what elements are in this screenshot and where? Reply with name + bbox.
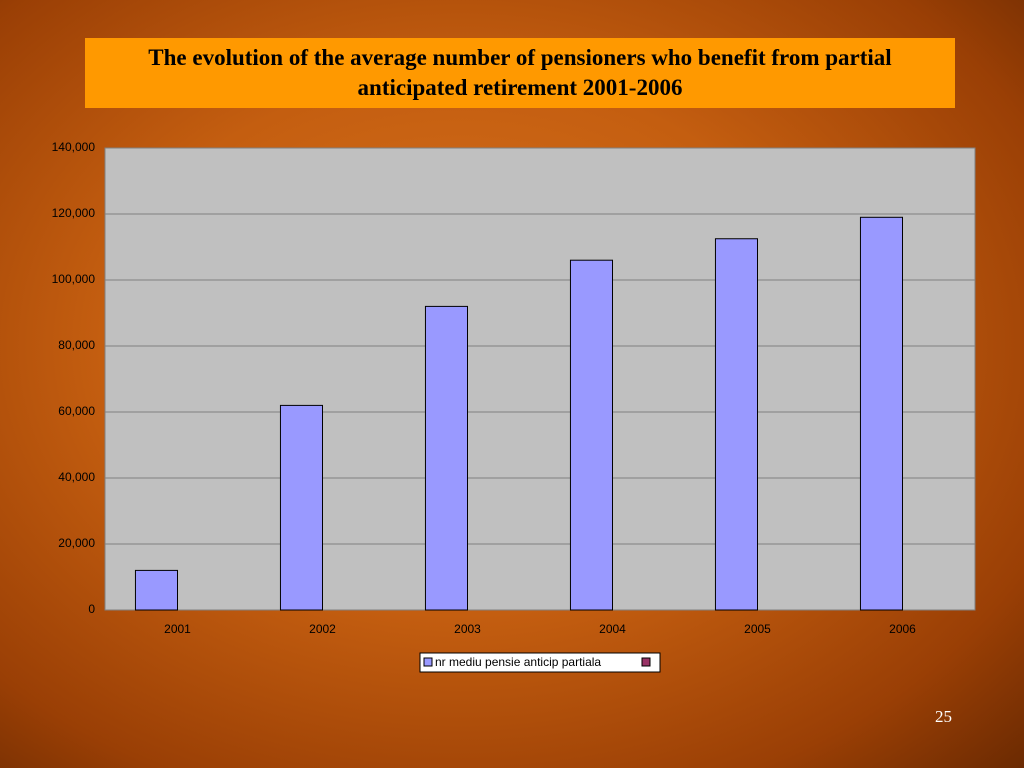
bar xyxy=(424,305,469,611)
bar xyxy=(279,404,324,611)
bar xyxy=(569,259,614,611)
x-tick-label: 2004 xyxy=(599,622,626,636)
page-number: 25 xyxy=(935,707,952,726)
y-tick-label: 140,000 xyxy=(52,140,96,154)
y-tick-label: 20,000 xyxy=(58,536,95,550)
x-tick-label: 2003 xyxy=(454,622,481,636)
y-tick-label: 100,000 xyxy=(52,272,96,286)
y-tick-label: 80,000 xyxy=(58,338,95,352)
x-tick-label: 2006 xyxy=(889,622,916,636)
bar xyxy=(134,569,178,611)
legend-swatch-empty xyxy=(641,657,651,667)
bar xyxy=(859,216,904,611)
plot-area xyxy=(104,147,976,611)
chart-title: The evolution of the average number of p… xyxy=(85,38,955,108)
bar xyxy=(714,238,759,611)
x-tick-label: 2001 xyxy=(164,622,191,636)
x-tick-label: 2002 xyxy=(309,622,336,636)
y-tick-label: 40,000 xyxy=(58,470,95,484)
legend xyxy=(419,652,661,673)
y-tick-label: 0 xyxy=(88,602,95,616)
x-tick-label: 2005 xyxy=(744,622,771,636)
legend-swatch xyxy=(423,657,433,667)
legend-label: nr mediu pensie anticip partiala xyxy=(435,655,601,669)
y-tick-label: 120,000 xyxy=(52,206,96,220)
y-tick-label: 60,000 xyxy=(58,404,95,418)
